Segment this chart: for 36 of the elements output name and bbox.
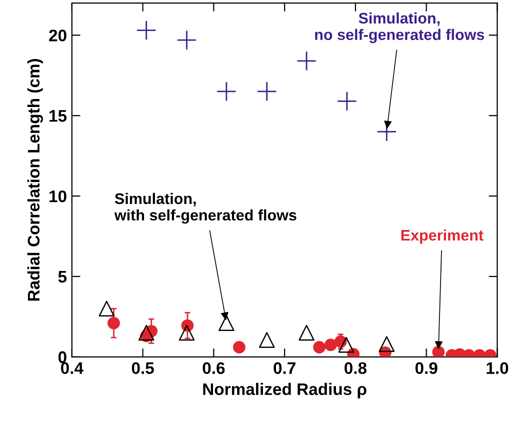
point bbox=[98, 300, 115, 317]
point bbox=[432, 346, 445, 357]
point bbox=[298, 324, 314, 341]
y-axis-title: Radial Correlation Length (cm) bbox=[27, 59, 43, 301]
y-tick-label: 10 bbox=[50, 190, 66, 202]
point bbox=[176, 30, 197, 50]
point bbox=[178, 324, 195, 341]
x-tick-label: 0.6 bbox=[202, 362, 225, 374]
y-tick-label: 0 bbox=[58, 351, 66, 364]
point bbox=[338, 336, 354, 353]
y-tick-label: 15 bbox=[50, 110, 67, 122]
point bbox=[218, 315, 234, 332]
point bbox=[108, 316, 120, 330]
x-tick-label: 0.9 bbox=[415, 362, 438, 374]
point bbox=[258, 332, 275, 348]
point bbox=[216, 81, 236, 102]
point bbox=[138, 324, 154, 341]
annotation: Simulation, with self-generated flows bbox=[114, 192, 296, 224]
point bbox=[378, 336, 395, 352]
point bbox=[256, 81, 277, 102]
point bbox=[324, 338, 337, 352]
x-tick-label: 0.5 bbox=[132, 362, 154, 374]
annotation: Simulation, no self-generated flows bbox=[315, 12, 484, 44]
point bbox=[296, 50, 317, 71]
x-tick-label: 0.8 bbox=[344, 362, 367, 374]
point bbox=[136, 20, 156, 40]
point bbox=[313, 341, 326, 354]
annotation: Experiment bbox=[401, 229, 484, 244]
y-tick-label: 5 bbox=[58, 271, 67, 283]
y-tick-label: 20 bbox=[49, 30, 66, 42]
x-tick-label: 1.0 bbox=[486, 362, 508, 374]
point bbox=[336, 91, 357, 112]
point bbox=[233, 341, 246, 354]
x-axis-title: Normalized Radius ρ bbox=[203, 382, 366, 398]
x-tick-label: 0.7 bbox=[274, 362, 296, 374]
x-tick-label: 0.4 bbox=[60, 362, 84, 374]
